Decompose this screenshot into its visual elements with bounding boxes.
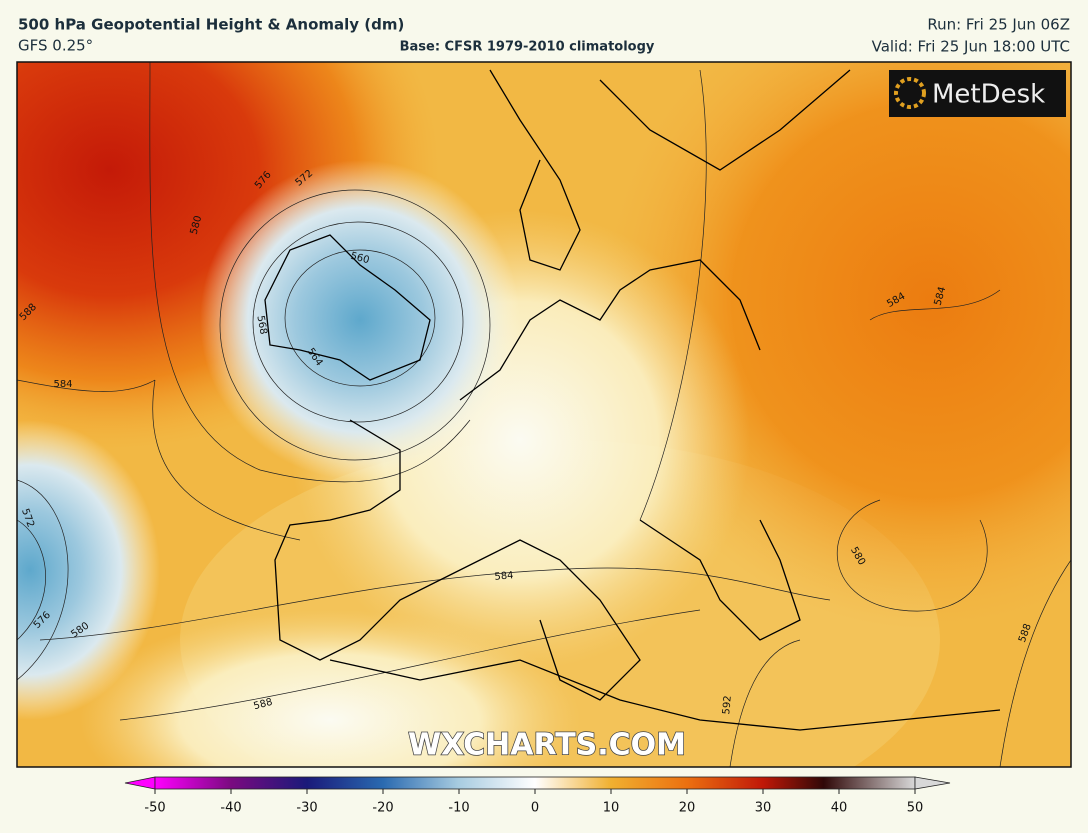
valid: Valid: Fri 25 Jun 18:00 UTC bbox=[872, 38, 1070, 56]
model: GFS 0.25° bbox=[18, 37, 93, 55]
contour-label: 584 bbox=[933, 285, 949, 306]
title: 500 hPa Geopotential Height & Anomaly (d… bbox=[18, 16, 404, 34]
tick-label: -10 bbox=[448, 801, 469, 816]
contour-label: 584 bbox=[53, 379, 72, 390]
logo-icon bbox=[894, 77, 926, 109]
tick-label: -50 bbox=[144, 801, 165, 816]
contour-label: 588 bbox=[252, 697, 273, 713]
tick-label: 10 bbox=[603, 801, 620, 816]
tick-label: 40 bbox=[831, 801, 848, 816]
tick-label: 20 bbox=[679, 801, 696, 816]
contour-label: 560 bbox=[349, 251, 370, 267]
logo-text: MetDesk bbox=[932, 80, 1045, 110]
map-frame bbox=[16, 61, 1072, 768]
logo-box bbox=[889, 70, 1066, 117]
base: Base: CFSR 1979-2010 climatology bbox=[400, 40, 655, 55]
tick-label: -30 bbox=[296, 801, 317, 816]
tick-label: 0 bbox=[531, 801, 539, 816]
colorbar: -50 -40 -30 -20 -10 0 10 20 30 40 50 bbox=[124, 776, 951, 816]
run: Run: Fri 25 Jun 06Z bbox=[927, 16, 1070, 34]
coastlines bbox=[264, 69, 1001, 731]
contour-label: 568 bbox=[254, 315, 268, 336]
contour-label: 584 bbox=[494, 570, 514, 583]
contour-label: 580 bbox=[189, 214, 205, 235]
tick-label: 50 bbox=[907, 801, 924, 816]
contour-label: 592 bbox=[721, 695, 734, 715]
watermark: WXCHARTS.COM bbox=[408, 728, 686, 763]
contours bbox=[17, 62, 1071, 767]
tick-label: -40 bbox=[220, 801, 241, 816]
tick-label: -20 bbox=[372, 801, 393, 816]
tick-label: 30 bbox=[755, 801, 772, 816]
